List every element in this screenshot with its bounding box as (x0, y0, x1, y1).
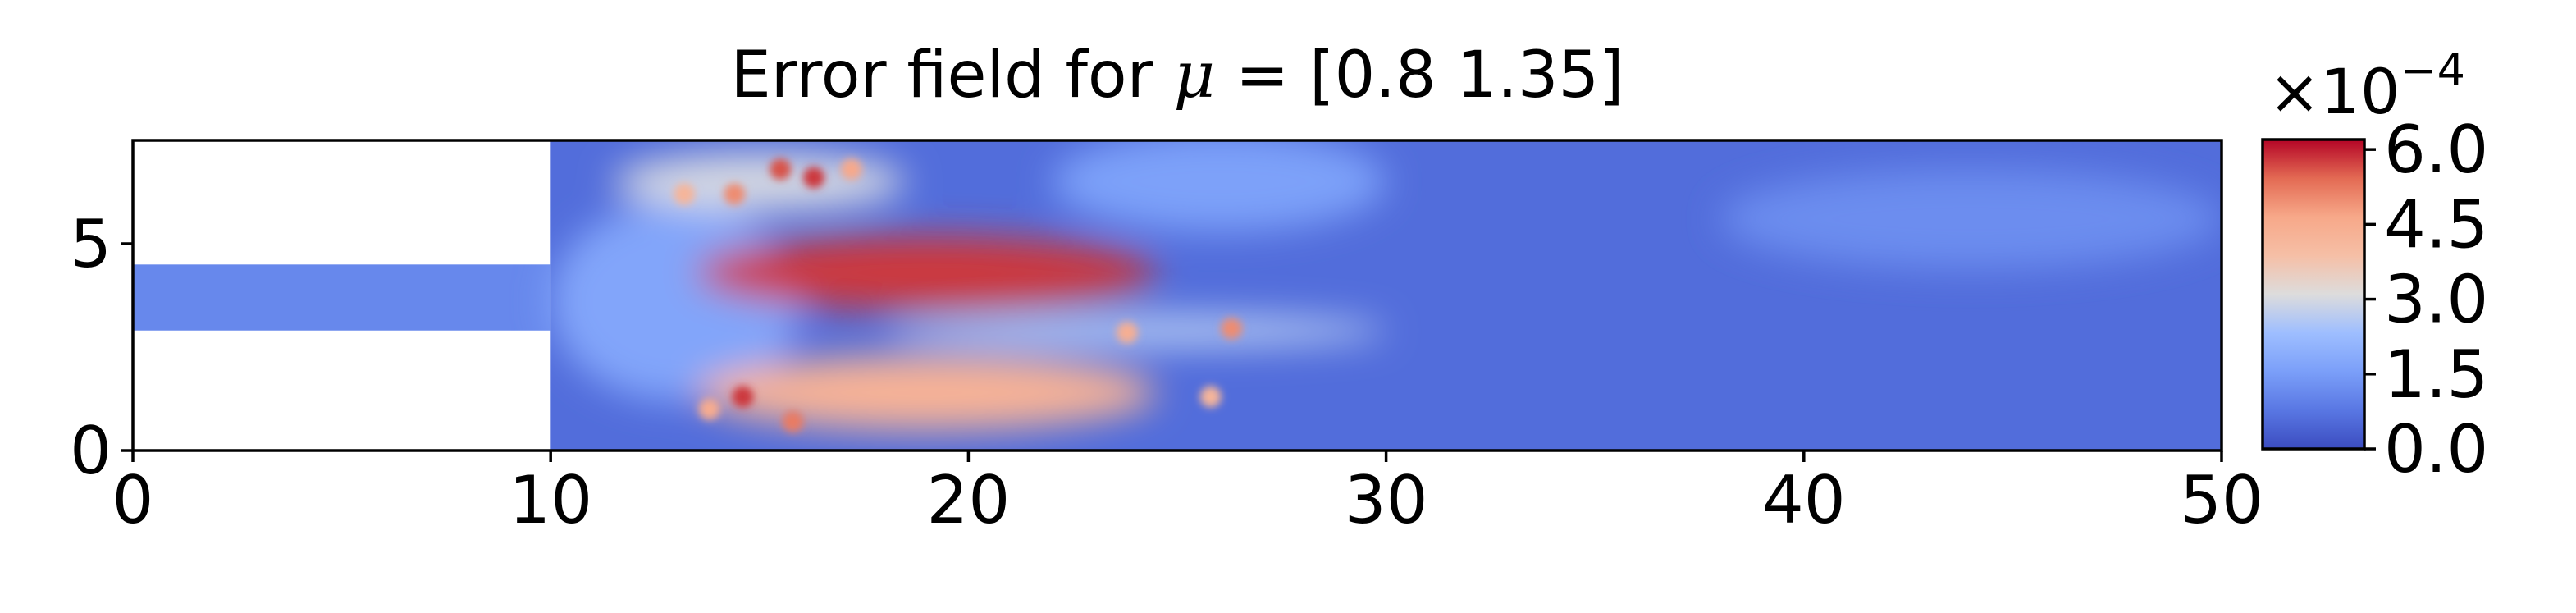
error-hotspot (802, 167, 824, 189)
error-hotspots (674, 158, 1243, 432)
chart-title: Error field for μ = [0.8 1.35] (730, 39, 1624, 112)
error-hotspot (1221, 318, 1243, 340)
colorbar-ticks: 0.01.53.04.56.0 (2364, 112, 2488, 487)
error-region (1720, 169, 2222, 269)
x-tick-label: 30 (1345, 462, 1428, 538)
colorbar: 0.01.53.04.56.0 ×10−4 (2261, 44, 2488, 487)
error-hotspot (674, 183, 696, 205)
inlet-channel-region (133, 264, 551, 331)
error-hotspot (1116, 322, 1138, 344)
error-region (697, 235, 1157, 310)
error-region (1052, 140, 1386, 231)
x-tick-label: 0 (112, 462, 154, 538)
x-tick-label: 50 (2180, 462, 2263, 538)
plot-frame (131, 139, 2223, 452)
x-axis: 0 10 20 30 40 50 (112, 451, 2263, 538)
colorbar-tick-label: 6.0 (2384, 112, 2488, 188)
error-hotspot (724, 183, 746, 205)
error-hotspot (732, 386, 754, 408)
error-hotspot (782, 410, 804, 432)
error-hotspot (698, 398, 720, 420)
y-tick-label: 0 (70, 413, 112, 489)
colorbar-gradient (2261, 138, 2366, 451)
x-tick-label: 20 (927, 462, 1011, 538)
error-hotspot (770, 158, 792, 181)
y-axis: 05 (70, 206, 133, 489)
y-tick-label: 5 (70, 206, 112, 282)
plot-area: 0 10 20 30 40 50 05 (70, 139, 2263, 538)
colorbar-tick-label: 1.5 (2384, 336, 2488, 413)
error-region (613, 153, 907, 211)
error-region (697, 355, 1157, 430)
x-tick-label: 10 (509, 462, 592, 538)
error-regions (550, 140, 2222, 430)
error-hotspot (1199, 386, 1222, 408)
colorbar-scale-label: ×10−4 (2268, 44, 2465, 128)
error-hotspot (840, 158, 862, 181)
x-tick-label: 40 (1762, 462, 1846, 538)
colorbar-tick-label: 3.0 (2384, 262, 2488, 338)
colorbar-tick-label: 4.5 (2384, 186, 2488, 263)
error-field (133, 140, 2222, 451)
colorbar-tick-label: 0.0 (2384, 411, 2488, 487)
